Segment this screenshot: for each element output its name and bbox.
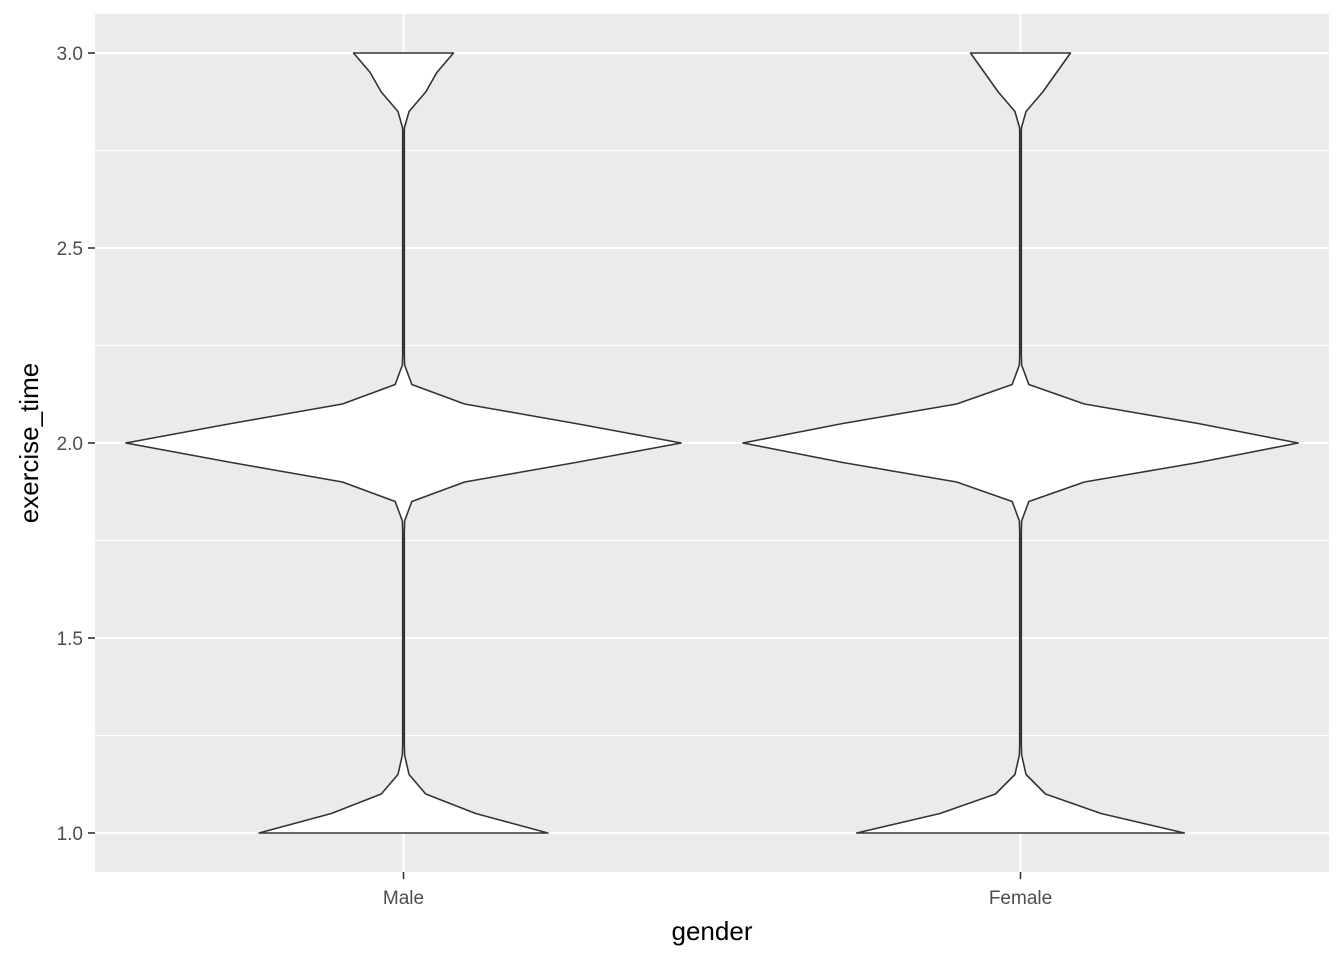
violins	[125, 52, 1299, 834]
x-tick-label: Female	[989, 888, 1052, 909]
x-axis-title: gender	[672, 916, 753, 946]
y-tick-label: 1.0	[57, 824, 83, 845]
axes: 1.0 1.5 2.0 2.5 3.0 Male Female	[57, 44, 1053, 909]
y-tick-label: 1.5	[57, 629, 83, 650]
violin-male	[125, 52, 682, 834]
y-axis-title: exercise_time	[14, 363, 44, 523]
y-tick-label: 3.0	[57, 44, 83, 65]
x-tick-label: Male	[383, 888, 424, 909]
y-tick-label: 2.0	[57, 434, 83, 455]
violin-female	[742, 52, 1299, 834]
y-tick-label: 2.5	[57, 239, 83, 260]
